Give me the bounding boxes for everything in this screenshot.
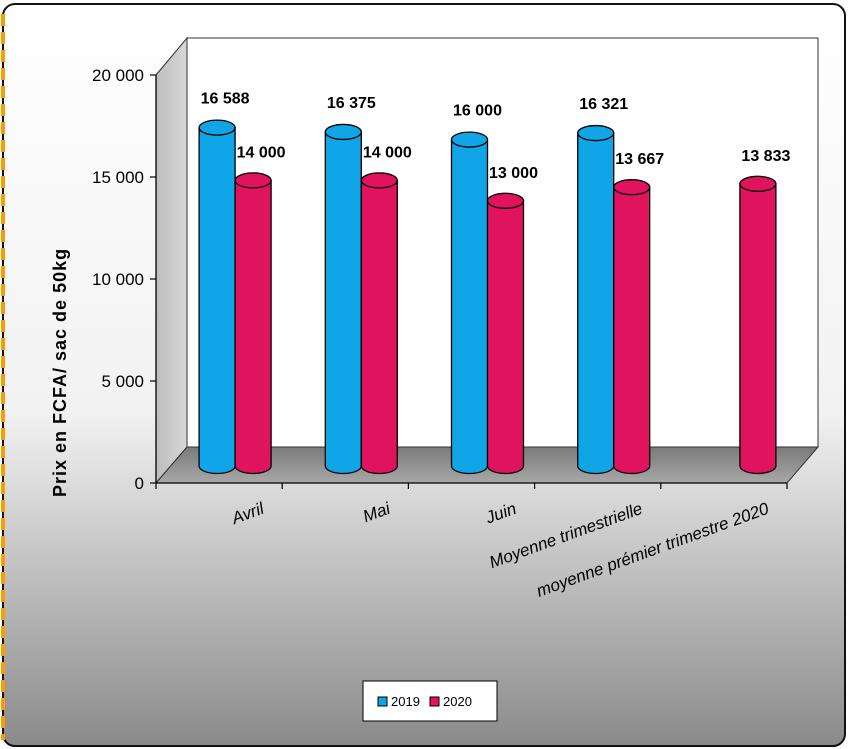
bar-2019-1 (324, 123, 362, 475)
legend-label-2019: 2019 (391, 694, 420, 709)
bar-top (739, 175, 777, 192)
bar-top (613, 179, 651, 196)
y-tick-label: 0 (135, 474, 144, 493)
bar-2020-2 (486, 192, 525, 475)
bar-body (577, 132, 615, 475)
bar-top (324, 123, 362, 141)
bar-top (486, 192, 525, 209)
bar-2020-0 (234, 172, 272, 475)
y-tick-label: 10 000 (92, 270, 144, 289)
bar-body (234, 179, 272, 475)
bar-body (324, 131, 362, 475)
data-label: 13 833 (741, 148, 790, 165)
legend-swatch-2020 (429, 696, 440, 707)
y-axis-title: Prix en FCFA/ sac de 50kg (50, 248, 70, 497)
bar-body (486, 200, 525, 475)
bar-body (198, 126, 236, 475)
bar-body (450, 138, 489, 475)
bar-top (450, 131, 489, 148)
y-axis-ticks: 0 5 000 10 000 15 000 20 000 (92, 66, 156, 493)
y-tick-label: 20 000 (92, 66, 144, 85)
data-label: 14 000 (237, 144, 286, 161)
data-labels: 16 588 14 000 16 375 14 000 16 000 13 000 16 3… (201, 91, 791, 182)
bar-body (613, 186, 651, 475)
data-label: 13 000 (489, 165, 538, 182)
data-label: 13 667 (615, 151, 664, 168)
bar-2019-0 (198, 119, 236, 475)
bar-body (739, 183, 777, 475)
bar-2019-2 (450, 131, 489, 475)
data-label: 16 321 (579, 96, 628, 113)
data-label: 16 375 (327, 95, 376, 112)
bar-body (360, 179, 398, 475)
y-tick-label: 15 000 (92, 168, 144, 187)
bar-series (198, 119, 777, 475)
legend-swatch-2019 (377, 696, 388, 707)
x-axis-ticks (155, 483, 788, 489)
legend: 2019 2020 (362, 680, 498, 722)
bar-top (360, 172, 398, 189)
legend-label-2020: 2020 (443, 694, 472, 709)
bar-2020-3 (613, 179, 651, 475)
bar-2019-3 (577, 124, 615, 475)
bar-2020-4 (739, 175, 777, 475)
bar-2020-1 (360, 172, 398, 475)
data-label: 16 000 (453, 103, 502, 120)
bar-top (234, 172, 272, 189)
y-tick-label: 5 000 (101, 372, 144, 391)
bar-top (198, 119, 236, 136)
data-label: 14 000 (363, 144, 412, 161)
side-wall (155, 36, 188, 485)
bar-top (577, 124, 615, 142)
data-label: 16 588 (201, 91, 250, 108)
